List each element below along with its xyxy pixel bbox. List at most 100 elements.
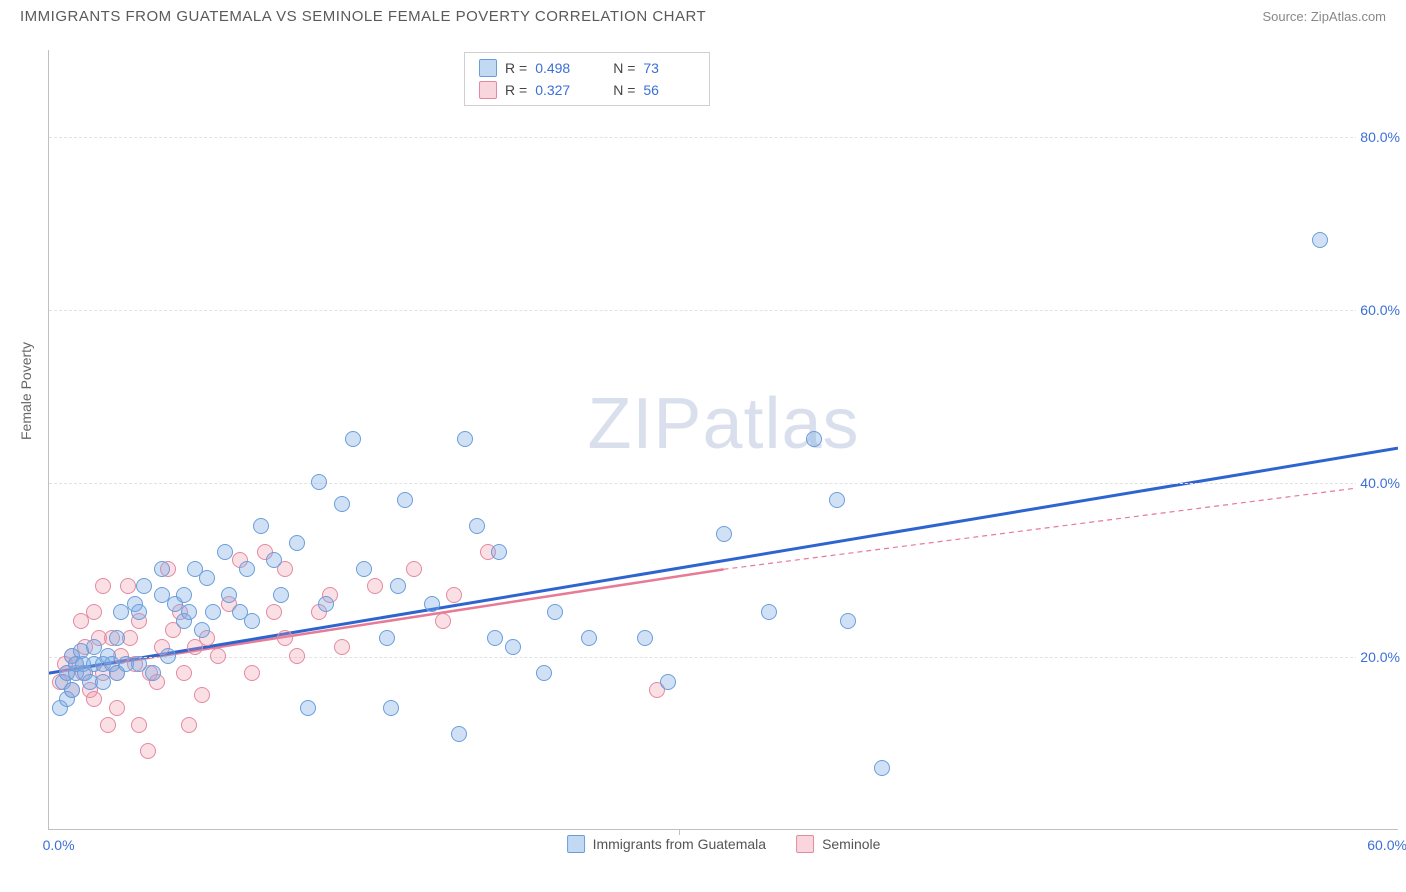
data-point	[289, 648, 305, 664]
legend-item-blue: Immigrants from Guatemala	[567, 835, 767, 853]
r-label: R =	[505, 82, 527, 98]
data-point	[716, 526, 732, 542]
data-point	[136, 578, 152, 594]
data-point	[318, 596, 334, 612]
n-label: N =	[613, 82, 635, 98]
data-point	[244, 665, 260, 681]
watermark: ZIPatlas	[587, 383, 859, 465]
x-tick-label: 0.0%	[43, 837, 75, 853]
data-point	[581, 630, 597, 646]
y-tick-label: 20.0%	[1356, 649, 1400, 665]
data-point	[145, 665, 161, 681]
legend-row-blue: R = 0.498 N = 73	[479, 57, 695, 79]
gridline	[49, 137, 1398, 138]
data-point	[367, 578, 383, 594]
series-legend: Immigrants from Guatemala Seminole	[567, 835, 881, 853]
gridline	[49, 483, 1398, 484]
data-point	[210, 648, 226, 664]
scatter-chart: ZIPatlas R = 0.498 N = 73 R = 0.327 N = …	[48, 50, 1398, 830]
r-label: R =	[505, 60, 527, 76]
source-label: Source: ZipAtlas.com	[1262, 9, 1386, 24]
data-point	[221, 587, 237, 603]
data-point	[637, 630, 653, 646]
data-point	[273, 587, 289, 603]
data-point	[840, 613, 856, 629]
data-point	[874, 760, 890, 776]
data-point	[457, 431, 473, 447]
legend-row-pink: R = 0.327 N = 56	[479, 79, 695, 101]
data-point	[154, 561, 170, 577]
data-point	[289, 535, 305, 551]
gridline	[49, 310, 1398, 311]
data-point	[356, 561, 372, 577]
data-point	[86, 691, 102, 707]
legend-label: Seminole	[822, 836, 880, 852]
data-point	[300, 700, 316, 716]
data-point	[194, 687, 210, 703]
data-point	[176, 587, 192, 603]
chart-title: IMMIGRANTS FROM GUATEMALA VS SEMINOLE FE…	[20, 8, 706, 25]
data-point	[491, 544, 507, 560]
n-value: 73	[643, 60, 695, 76]
y-tick-label: 60.0%	[1356, 302, 1400, 318]
y-tick-label: 40.0%	[1356, 475, 1400, 491]
n-value: 56	[643, 82, 695, 98]
data-point	[109, 630, 125, 646]
data-point	[131, 604, 147, 620]
data-point	[1312, 232, 1328, 248]
data-point	[239, 561, 255, 577]
data-point	[806, 431, 822, 447]
data-point	[266, 552, 282, 568]
trend-lines	[49, 50, 1398, 829]
data-point	[100, 717, 116, 733]
data-point	[176, 665, 192, 681]
data-point	[86, 604, 102, 620]
data-point	[160, 648, 176, 664]
data-point	[131, 717, 147, 733]
data-point	[244, 613, 260, 629]
data-point	[536, 665, 552, 681]
data-point	[266, 604, 282, 620]
data-point	[199, 570, 215, 586]
data-point	[451, 726, 467, 742]
data-point	[194, 622, 210, 638]
data-point	[253, 518, 269, 534]
legend-label: Immigrants from Guatemala	[593, 836, 767, 852]
legend-item-pink: Seminole	[796, 835, 880, 853]
data-point	[64, 682, 80, 698]
swatch-blue-icon	[567, 835, 585, 853]
data-point	[379, 630, 395, 646]
data-point	[424, 596, 440, 612]
data-point	[390, 578, 406, 594]
data-point	[761, 604, 777, 620]
x-tick-label: 60.0%	[1367, 837, 1406, 853]
n-label: N =	[613, 60, 635, 76]
data-point	[334, 639, 350, 655]
swatch-pink-icon	[479, 81, 497, 99]
data-point	[181, 604, 197, 620]
data-point	[435, 613, 451, 629]
data-point	[181, 717, 197, 733]
data-point	[311, 474, 327, 490]
data-point	[334, 496, 350, 512]
r-value: 0.327	[535, 82, 587, 98]
data-point	[345, 431, 361, 447]
data-point	[487, 630, 503, 646]
data-point	[406, 561, 422, 577]
data-point	[109, 700, 125, 716]
data-point	[217, 544, 233, 560]
data-point	[140, 743, 156, 759]
data-point	[95, 578, 111, 594]
data-point	[829, 492, 845, 508]
data-point	[469, 518, 485, 534]
data-point	[505, 639, 521, 655]
y-tick-label: 80.0%	[1356, 129, 1400, 145]
swatch-blue-icon	[479, 59, 497, 77]
correlation-legend: R = 0.498 N = 73 R = 0.327 N = 56	[464, 52, 710, 106]
data-point	[205, 604, 221, 620]
data-point	[547, 604, 563, 620]
data-point	[383, 700, 399, 716]
swatch-pink-icon	[796, 835, 814, 853]
data-point	[120, 578, 136, 594]
data-point	[446, 587, 462, 603]
